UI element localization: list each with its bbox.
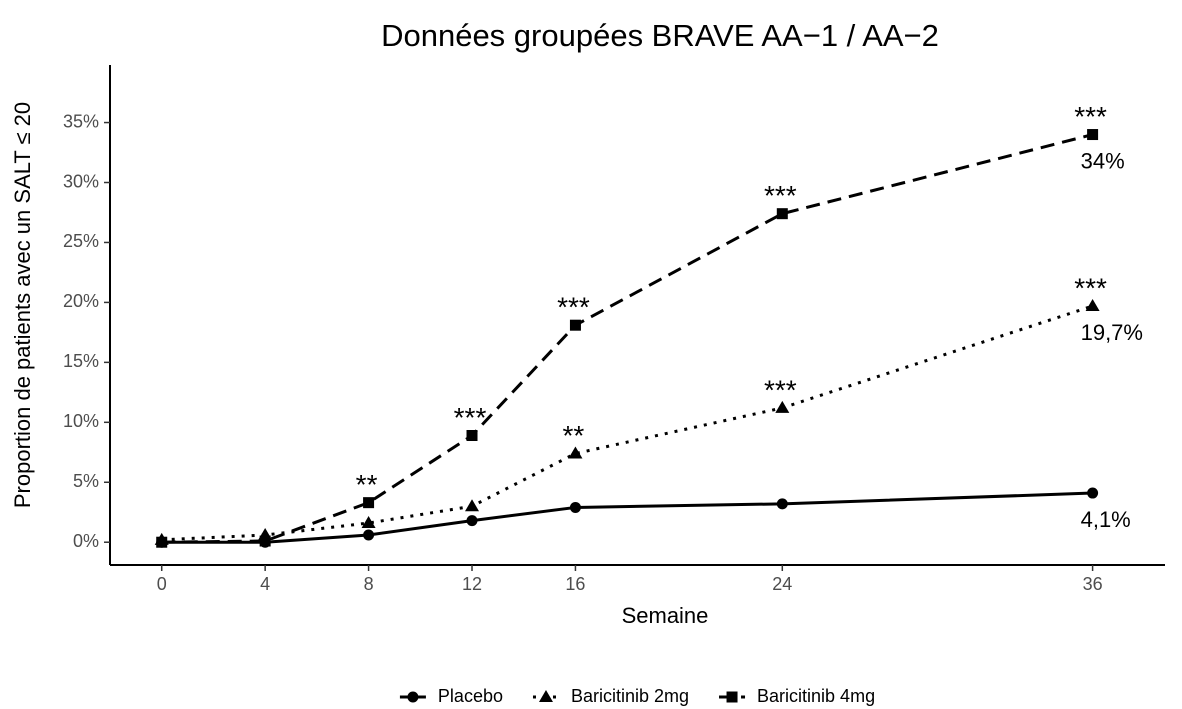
value-label: 34% xyxy=(1081,148,1125,173)
x-tick-label: 4 xyxy=(260,574,270,594)
series-line xyxy=(161,133,1093,544)
marker xyxy=(776,208,788,220)
marker xyxy=(361,516,376,529)
y-axis-title: Proportion de patients avec un SALT ≤ 20 xyxy=(10,102,35,508)
y-tick-label: 0% xyxy=(73,531,99,551)
x-tick-label: 8 xyxy=(364,574,374,594)
y-tick-label: 35% xyxy=(63,111,99,131)
significance-label: *** xyxy=(454,402,487,433)
legend: Placebo Baricitinib 2mg Baricitinib 4mg xyxy=(399,686,875,706)
significance-label: *** xyxy=(764,374,797,405)
marker xyxy=(259,535,271,547)
x-tick-label: 16 xyxy=(565,574,585,594)
significance-label: *** xyxy=(1074,272,1107,303)
significance-label: ** xyxy=(356,469,378,500)
marker xyxy=(569,501,581,513)
marker xyxy=(1087,129,1099,141)
legend-label: Placebo xyxy=(438,686,503,706)
marker xyxy=(156,536,168,548)
marker xyxy=(726,691,738,703)
marker xyxy=(465,499,480,512)
y-tick-label: 15% xyxy=(63,351,99,371)
marker xyxy=(569,319,581,331)
y-tick-label: 20% xyxy=(63,291,99,311)
marker xyxy=(466,515,478,527)
value-label: 4,1% xyxy=(1081,507,1131,532)
marker xyxy=(363,529,375,541)
x-tick-label: 0 xyxy=(157,574,167,594)
marker xyxy=(466,430,478,442)
marker xyxy=(776,498,788,510)
significance-label: *** xyxy=(557,292,590,323)
y-tick-label: 10% xyxy=(63,411,99,431)
marker xyxy=(363,497,375,509)
significance-label: ** xyxy=(563,420,585,451)
series-line xyxy=(161,304,1094,542)
marker xyxy=(1087,487,1099,499)
chart-title: Données groupées BRAVE AA−1 / AA−2 xyxy=(381,18,939,53)
significance-label: *** xyxy=(1074,101,1107,132)
x-axis-title: Semaine xyxy=(622,603,709,628)
y-tick-label: 5% xyxy=(73,471,99,491)
value-label: 19,7% xyxy=(1081,320,1143,345)
marker xyxy=(568,446,583,459)
series-line xyxy=(161,491,1093,544)
y-tick-label: 30% xyxy=(63,171,99,191)
marker xyxy=(538,690,553,702)
legend-label: Baricitinib 4mg xyxy=(757,686,875,706)
x-tick-label: 12 xyxy=(462,574,482,594)
marker xyxy=(407,691,419,703)
marker xyxy=(775,400,790,413)
y-tick-label: 25% xyxy=(63,231,99,251)
legend-label: Baricitinib 2mg xyxy=(571,686,689,706)
x-tick-label: 24 xyxy=(772,574,792,594)
significance-label: *** xyxy=(764,180,797,211)
marker xyxy=(1085,299,1100,312)
x-tick-label: 36 xyxy=(1083,574,1103,594)
